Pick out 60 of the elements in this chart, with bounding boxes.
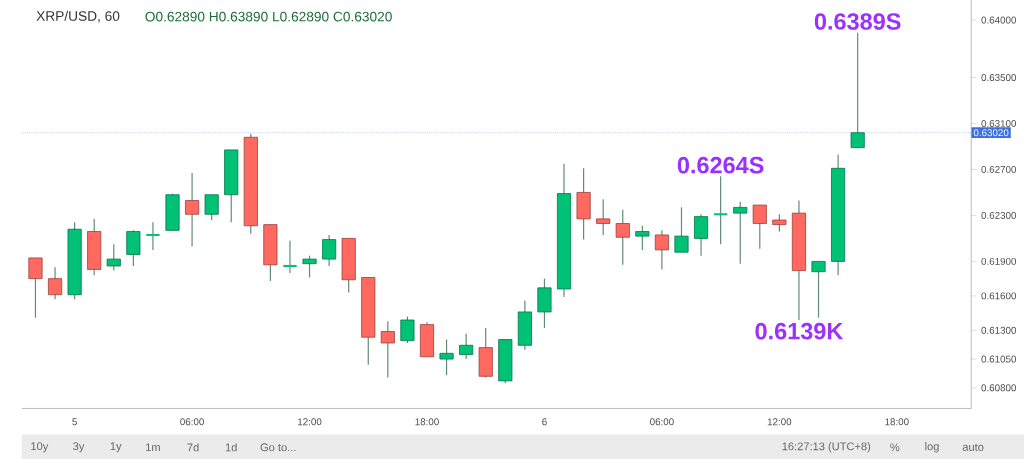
- x-tick-label: 06:00: [180, 418, 204, 426]
- text: XRP/USD, 60: [36, 10, 120, 23]
- x-tick-label: 18:00: [415, 418, 439, 426]
- candlestick: [850, 32, 865, 149]
- candlestick: [380, 320, 395, 379]
- candlestick: [282, 240, 298, 274]
- y-tick-label: 0.62300: [981, 211, 1017, 219]
- y-tick-label: 0.61900: [981, 257, 1017, 265]
- text: 1d: [225, 443, 237, 452]
- candlestick: [48, 266, 63, 300]
- candlestick: [28, 257, 43, 319]
- candlestick: [654, 229, 669, 271]
- annotation: 0.6389S: [814, 13, 901, 30]
- text: auto: [962, 443, 984, 451]
- candlestick: [615, 209, 630, 266]
- x-tick-label: 06:00: [650, 418, 674, 426]
- candlestick: [204, 194, 219, 221]
- candlestick: [635, 225, 650, 251]
- y-tick-label: 0.61050: [981, 355, 1017, 363]
- candlestick: [106, 243, 121, 272]
- x-tick-label: 6: [542, 418, 547, 426]
- x-tick-label: 12:00: [298, 418, 322, 426]
- candlestick: [459, 333, 474, 360]
- y-tick-label: 0.64000: [981, 16, 1017, 24]
- text: %: [890, 443, 900, 452]
- candlestick: [439, 338, 454, 376]
- candlestick: [694, 213, 709, 257]
- candlestick: [596, 198, 611, 236]
- y-tick-label: 0.63100: [981, 120, 1017, 127]
- text: 16:27:13 (UTC+8): [782, 442, 871, 453]
- candlestick: [302, 255, 317, 279]
- candlestick: [674, 206, 689, 253]
- candlestick: [811, 260, 826, 319]
- text: 1m: [146, 443, 160, 452]
- candlestick: [400, 315, 415, 344]
- annotation: 0.6264S: [677, 156, 764, 174]
- text: log: [925, 442, 939, 453]
- candlestick: [752, 204, 767, 250]
- x-tick-label: 5: [72, 418, 77, 426]
- text: 7d: [187, 443, 199, 452]
- candlestick: [322, 234, 337, 267]
- y-tick-label: 0.61300: [981, 326, 1017, 334]
- text: Go to...: [260, 443, 296, 452]
- candlestick: [712, 175, 729, 245]
- text: 10y: [31, 442, 49, 453]
- candlestick: [126, 229, 141, 267]
- x-tick-label: 18:00: [885, 418, 909, 426]
- text: 1y: [110, 442, 122, 453]
- y-tick-label: 0.62700: [981, 165, 1017, 173]
- candlestick: [145, 221, 161, 251]
- x-tick-label: 12:00: [767, 418, 792, 426]
- ref-line-label: 0.63020: [973, 129, 1009, 137]
- y-tick-label: 0.61600: [981, 292, 1017, 300]
- y-tick-label: 0.63500: [981, 74, 1017, 81]
- text: 3y: [73, 442, 85, 453]
- text: O0.62890 H0.63890 L0.62890 C0.63020: [145, 11, 392, 22]
- annotation: 0.6139K: [755, 322, 844, 340]
- candlestick: [185, 172, 200, 248]
- candlestick: [733, 201, 748, 265]
- y-tick-label: 0.60800: [981, 384, 1017, 392]
